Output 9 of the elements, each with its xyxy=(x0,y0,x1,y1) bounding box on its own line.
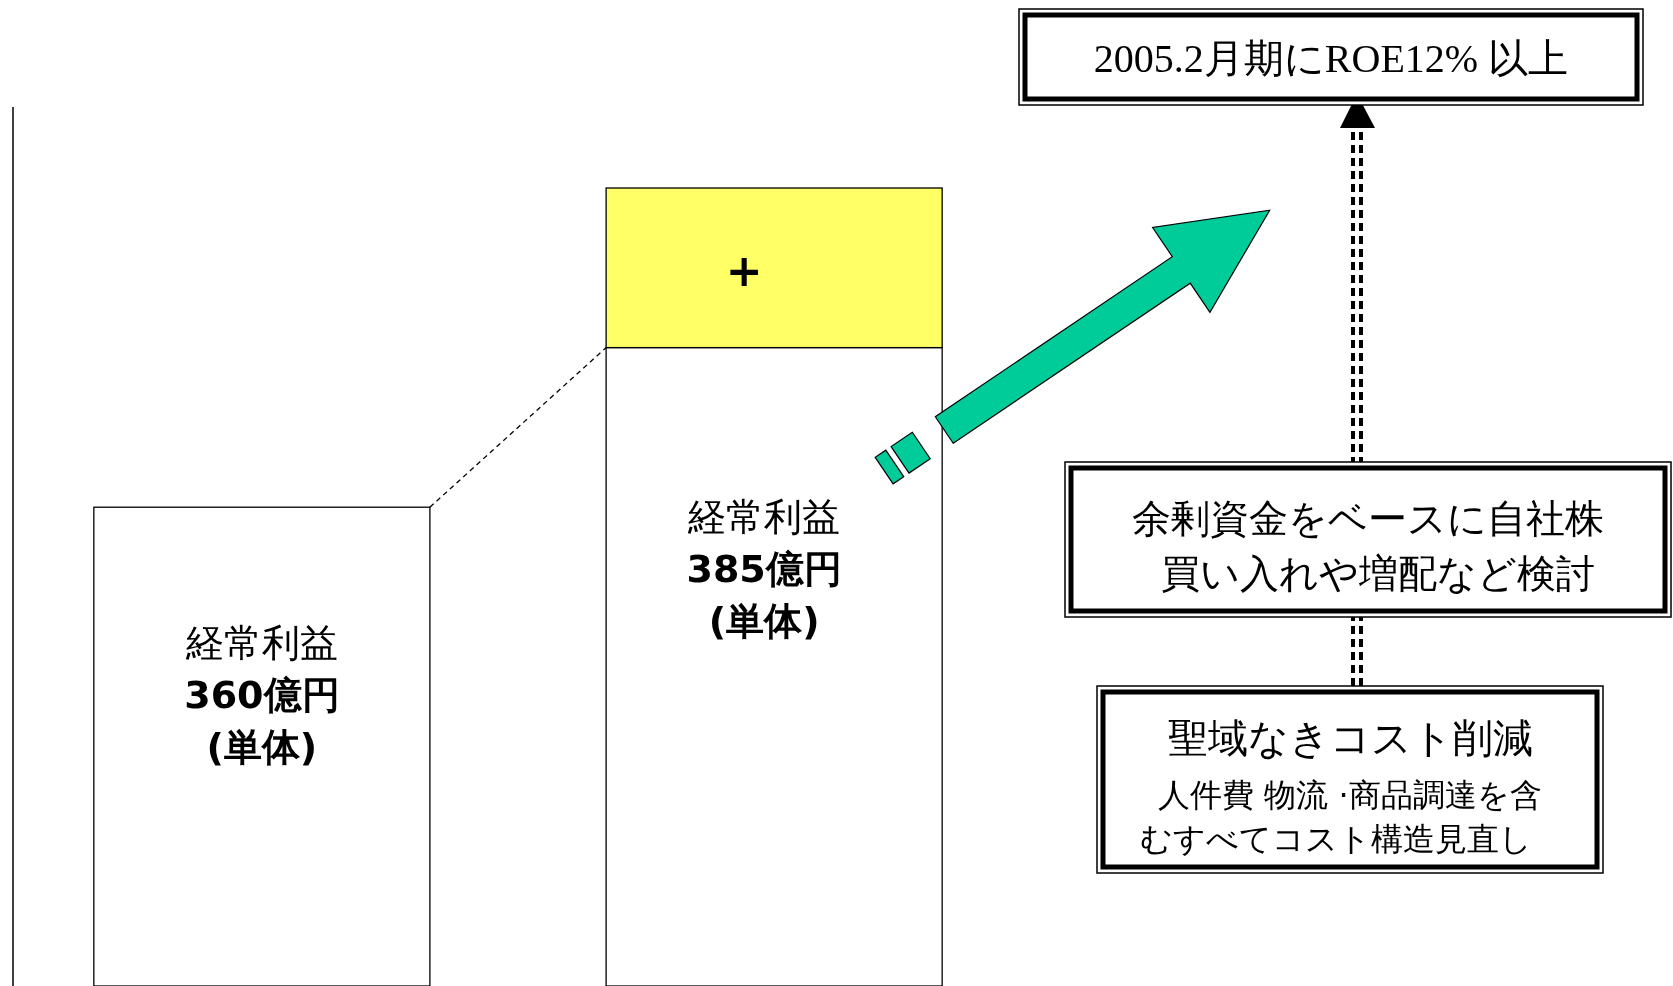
text: 2005.2月期にROE12% 以上 xyxy=(1093,36,1569,81)
annotation: 経常利益 385億円 (単体) xyxy=(686,495,842,643)
annotation: 経常利益 360億円 (単体) xyxy=(184,621,340,769)
text: 余剰資金をベースに自社株 xyxy=(1132,496,1604,541)
annotation: + xyxy=(725,245,763,296)
text: 買い入れや増配など検討 xyxy=(1161,551,1595,596)
text: 人件費 物流 ·商品調達を含 xyxy=(1158,776,1542,814)
text: 聖域なきコスト削減 xyxy=(1167,715,1533,761)
text: むすべてコスト構造見直し xyxy=(1140,820,1532,858)
